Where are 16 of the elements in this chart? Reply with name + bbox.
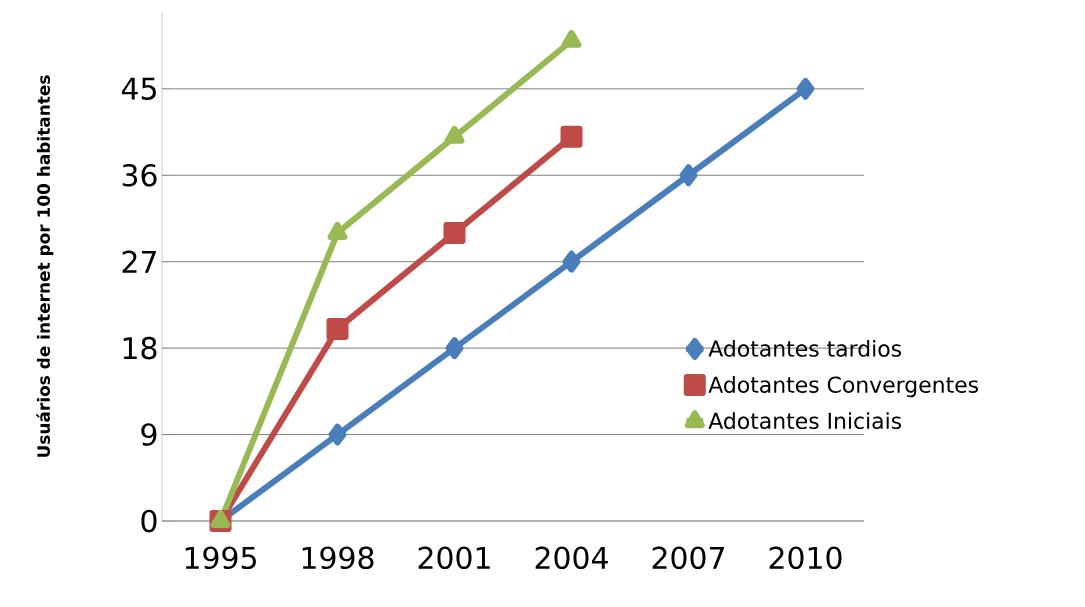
y-tick-label: 0	[141, 509, 157, 533]
x-tick-label: 2004	[535, 546, 608, 570]
y-tick-label: 27	[122, 250, 156, 273]
x-tick-label: 2007	[652, 546, 724, 570]
legend-label: Adotantes Convergentes	[708, 376, 978, 398]
y-tick-label: 18	[123, 336, 157, 360]
y-tick-label: 9	[141, 423, 157, 446]
y-axis-title: Usuários de internet por 100 habitantes	[36, 75, 54, 457]
legend-label: Adotantes tardios	[708, 339, 902, 357]
y-tick-label: 45	[121, 77, 156, 100]
x-tick-label: 2010	[769, 546, 842, 570]
x-tick-label: 2001	[418, 546, 490, 570]
legend-label: Adotantes Iniciais	[708, 412, 902, 430]
x-tick-label: 1995	[185, 546, 256, 570]
y-tick-label: 36	[122, 163, 157, 187]
x-tick-label: 1998	[302, 546, 374, 570]
